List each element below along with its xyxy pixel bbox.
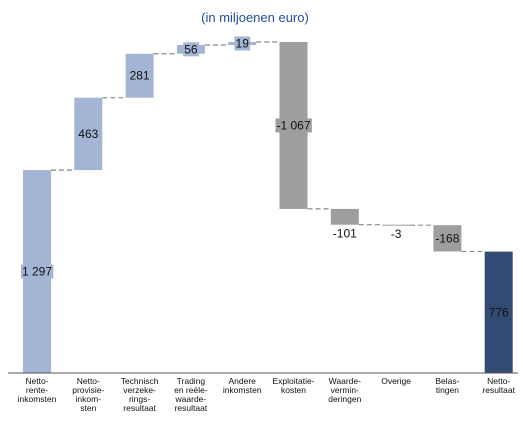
- data-label-8: -3: [391, 227, 402, 241]
- category-label-4-3: waarde-: [175, 394, 207, 404]
- category-label-4-2: en reële-: [174, 385, 208, 395]
- data-label-5: 19: [236, 36, 250, 50]
- category-label-7-2: vermin-: [331, 385, 360, 395]
- data-label-bg-9: [434, 231, 461, 246]
- category-label-9-1: Belas-: [435, 376, 459, 386]
- category-label-3-3: rings-: [129, 394, 150, 404]
- category-labels: Netto-rente-inkomsten Netto-provisie-inko…: [18, 376, 516, 413]
- category-label-3-4: resultaat: [123, 403, 156, 413]
- category-label-5-2: inkomsten: [223, 385, 262, 395]
- category-label-2-2: provisie-: [72, 385, 104, 395]
- category-label-2-3: inkom-: [76, 394, 102, 404]
- bar-8: [382, 224, 411, 226]
- data-labels: 1 297 463 281 56 19 -1 067 -101 -3 -168 776: [20, 36, 511, 320]
- category-label-1-2: rente-: [26, 385, 48, 395]
- data-label-2: 463: [78, 127, 98, 141]
- data-label-1: 1 297: [22, 265, 52, 279]
- data-label-bg-2: [77, 126, 100, 141]
- category-label-7-1: Waarde-: [329, 376, 361, 386]
- data-label-6: -1 067: [276, 118, 310, 132]
- data-label-9: -168: [435, 231, 459, 245]
- bar-7: [330, 208, 359, 225]
- data-label-bg-6: [275, 118, 312, 133]
- category-label-1-1: Netto-: [25, 376, 48, 386]
- category-label-3-2: verzeke-: [123, 385, 156, 395]
- category-label-8-1: Overige: [381, 376, 411, 386]
- category-label-9-2: tingen: [436, 385, 459, 395]
- category-label-6-2: kosten: [281, 385, 306, 395]
- category-label-10-1: Netto-: [487, 376, 510, 386]
- bars: [23, 42, 513, 373]
- category-label-10-2: resultaat: [482, 385, 515, 395]
- category-label-7-3: deringen: [328, 394, 361, 404]
- category-label-3-1: Technisch: [121, 376, 159, 386]
- data-label-4: 56: [184, 42, 198, 56]
- category-label-5-1: Andere: [228, 376, 256, 386]
- data-label-3: 281: [130, 69, 150, 83]
- data-label-bg-1: [20, 264, 54, 279]
- connector-lines: [51, 41, 485, 253]
- data-label-bg-4: [183, 42, 199, 57]
- category-label-2-4: sten: [80, 403, 96, 413]
- category-label-1-3: inkomsten: [18, 394, 57, 404]
- category-label-6-1: Exploitatie-: [272, 376, 314, 386]
- data-label-bg-5: [234, 36, 251, 51]
- category-label-2-1: Netto-: [77, 376, 100, 386]
- data-label-10: 776: [489, 305, 509, 319]
- data-label-bg-3: [128, 68, 151, 83]
- category-label-4-4: resultaat: [175, 403, 208, 413]
- data-label-bg-10: [487, 305, 511, 320]
- data-label-7: -101: [333, 227, 357, 241]
- category-label-4-1: Trading: [177, 376, 206, 386]
- chart-subtitle: (in miljoenen euro): [201, 10, 309, 25]
